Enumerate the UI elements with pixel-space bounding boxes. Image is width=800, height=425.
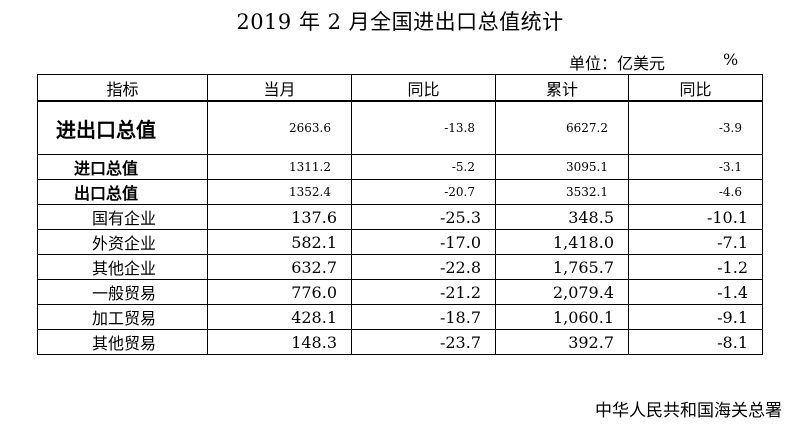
table-row: 国有企业 137.6 -25.3 348.5 -10.1 xyxy=(37,204,763,230)
month-yoy-cell: -25.3 xyxy=(351,204,496,230)
month-yoy-cell: -17.0 xyxy=(351,229,496,255)
cumulative-yoy-cell: -3.9 xyxy=(628,100,763,155)
month-yoy-cell: -23.7 xyxy=(351,329,496,355)
cumulative-cell: 392.7 xyxy=(495,329,629,355)
month-yoy-cell: -18.7 xyxy=(351,304,496,330)
page-title: 2019 年 2 月全国进出口总值统计 xyxy=(236,10,564,34)
indicator-cell: 外资企业 xyxy=(37,229,208,255)
month-yoy-cell: -22.8 xyxy=(351,254,496,280)
month-cell: 137.6 xyxy=(207,204,352,230)
indicator-cell: 加工贸易 xyxy=(37,304,208,330)
month-cell: 1311.2 xyxy=(207,154,352,180)
header-month: 当月 xyxy=(207,74,352,102)
cumulative-yoy-cell: -9.1 xyxy=(628,304,763,330)
cumulative-cell: 1,765.7 xyxy=(495,254,629,280)
month-cell: 148.3 xyxy=(207,329,352,355)
month-yoy-cell: -13.8 xyxy=(351,100,496,155)
indicator-cell: 其他贸易 xyxy=(37,329,208,355)
source-footer: 中华人民共和国海关总署 xyxy=(595,401,782,421)
table-row: 加工贸易 428.1 -18.7 1,060.1 -9.1 xyxy=(37,304,763,330)
table-row: 其他企业 632.7 -22.8 1,765.7 -1.2 xyxy=(37,254,763,280)
cumulative-yoy-cell: -3.1 xyxy=(628,154,763,180)
table-row: 进口总值 1311.2 -5.2 3095.1 -3.1 xyxy=(37,154,763,180)
indicator-cell: 一般贸易 xyxy=(37,279,208,305)
cumulative-yoy-cell: -8.1 xyxy=(628,329,763,355)
month-cell: 632.7 xyxy=(207,254,352,280)
header-month-yoy: 同比 xyxy=(351,74,496,102)
indicator-cell: 其他企业 xyxy=(37,254,208,280)
cumulative-cell: 2,079.4 xyxy=(495,279,629,305)
cumulative-yoy-cell: -7.1 xyxy=(628,229,763,255)
month-cell: 582.1 xyxy=(207,229,352,255)
table-header-row: 指标 当月 同比 累计 同比 xyxy=(37,74,763,102)
indicator-cell: 进口总值 xyxy=(37,154,208,180)
cumulative-yoy-cell: -1.2 xyxy=(628,254,763,280)
cumulative-cell: 6627.2 xyxy=(495,100,629,155)
indicator-cell: 国有企业 xyxy=(37,204,208,230)
month-yoy-cell: -20.7 xyxy=(351,179,496,205)
indicator-cell: 出口总值 xyxy=(37,179,208,205)
table-row: 出口总值 1352.4 -20.7 3532.1 -4.6 xyxy=(37,179,763,205)
cumulative-cell: 348.5 xyxy=(495,204,629,230)
month-yoy-cell: -5.2 xyxy=(351,154,496,180)
percent-label: % xyxy=(723,50,739,69)
month-cell: 428.1 xyxy=(207,304,352,330)
table-row: 其他贸易 148.3 -23.7 392.7 -8.1 xyxy=(37,329,763,355)
cumulative-cell: 3532.1 xyxy=(495,179,629,205)
month-yoy-cell: -21.2 xyxy=(351,279,496,305)
cumulative-yoy-cell: -1.4 xyxy=(628,279,763,305)
cumulative-cell: 1,418.0 xyxy=(495,229,629,255)
cumulative-yoy-cell: -4.6 xyxy=(628,179,763,205)
month-cell: 2663.6 xyxy=(207,100,352,155)
cumulative-cell: 3095.1 xyxy=(495,154,629,180)
header-cumulative: 累计 xyxy=(495,74,629,102)
table-row: 外资企业 582.1 -17.0 1,418.0 -7.1 xyxy=(37,229,763,255)
header-cumulative-yoy: 同比 xyxy=(628,74,763,102)
cumulative-yoy-cell: -10.1 xyxy=(628,204,763,230)
unit-label: 单位：亿美元 xyxy=(569,54,666,73)
month-cell: 1352.4 xyxy=(207,179,352,205)
table-row: 进出口总值 2663.6 -13.8 6627.2 -3.9 xyxy=(37,100,763,155)
indicator-cell: 进出口总值 xyxy=(37,100,208,155)
cumulative-cell: 1,060.1 xyxy=(495,304,629,330)
month-cell: 776.0 xyxy=(207,279,352,305)
trade-statistics-table: 指标 当月 同比 累计 同比 进出口总值 2663.6 -13.8 6627.2… xyxy=(37,74,763,355)
table-row: 一般贸易 776.0 -21.2 2,079.4 -1.4 xyxy=(37,279,763,305)
header-indicator: 指标 xyxy=(37,74,208,102)
